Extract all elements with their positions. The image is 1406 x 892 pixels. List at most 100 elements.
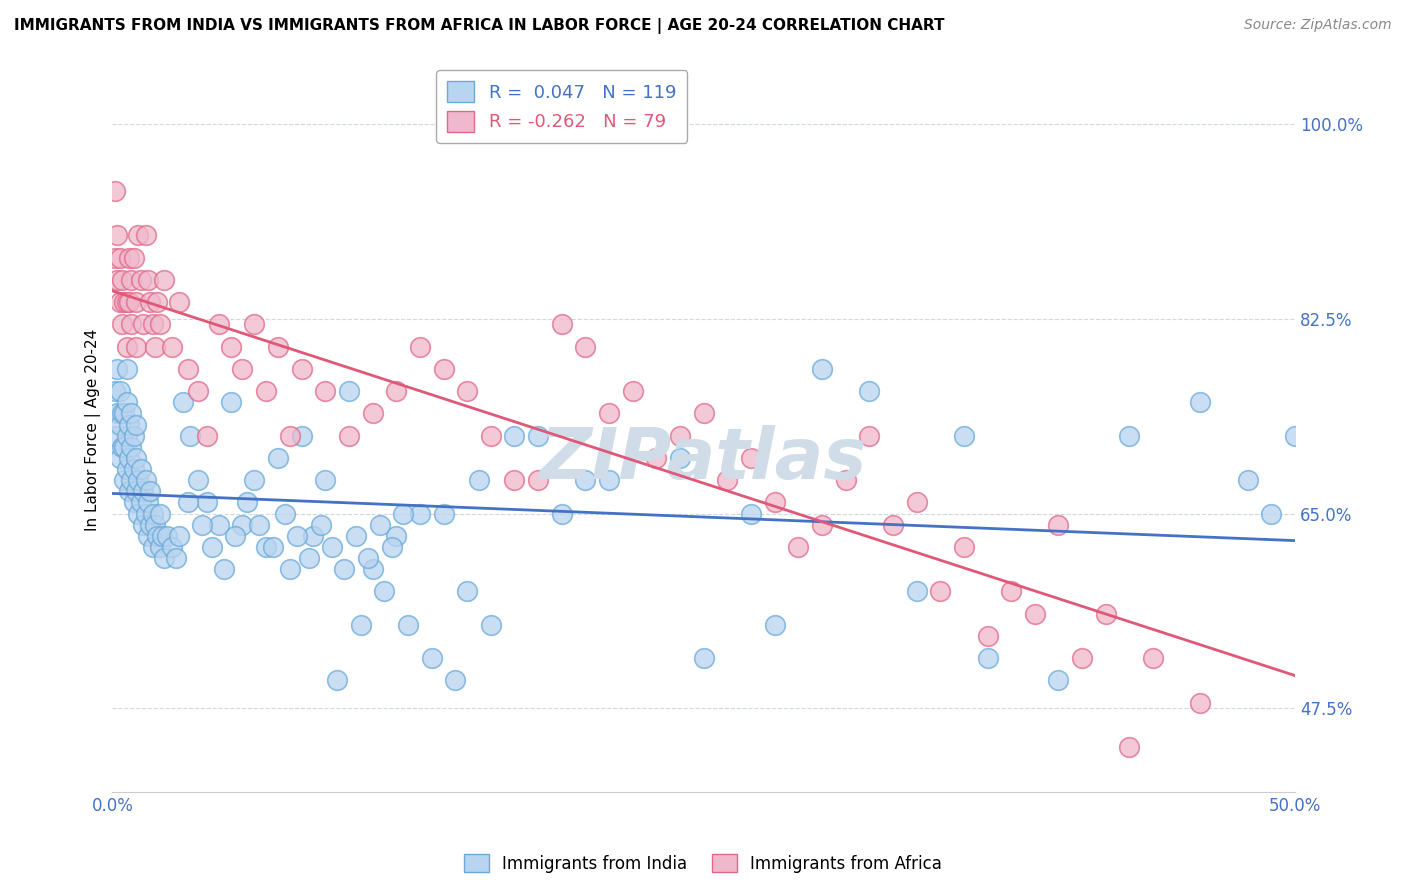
Point [1047,517,1070,532]
Point [120,273,142,287]
Point [139,484,162,499]
Point [108,251,131,265]
Point [953,428,976,442]
Point [195,495,218,509]
Point [219,340,242,354]
Point [298,551,321,566]
Point [1094,607,1116,621]
Point [1000,584,1022,599]
Point [357,551,380,566]
Point [740,450,762,465]
Point [278,562,301,576]
Point [135,507,157,521]
Point [120,318,142,332]
Legend: Immigrants from India, Immigrants from Africa: Immigrants from India, Immigrants from A… [457,847,949,880]
Point [167,529,190,543]
Point [243,318,266,332]
Point [104,428,127,442]
Point [231,362,253,376]
Point [129,495,152,509]
Point [1071,651,1094,665]
Point [1189,395,1212,409]
Point [125,484,148,499]
Point [120,440,142,454]
Point [160,540,183,554]
Point [858,384,880,399]
Point [669,428,692,442]
Point [693,651,716,665]
Point [136,273,159,287]
Point [385,529,408,543]
Point [574,340,596,354]
Point [105,406,128,420]
Point [373,584,395,599]
Point [108,450,131,465]
Point [420,651,443,665]
Point [350,617,373,632]
Point [150,529,173,543]
Point [716,473,738,487]
Point [551,507,574,521]
Point [105,362,128,376]
Point [1047,673,1070,688]
Point [976,651,998,665]
Point [321,540,343,554]
Point [380,540,402,554]
Point [337,428,360,442]
Point [125,295,148,310]
Point [1284,428,1306,442]
Point [503,428,526,442]
Text: Source: ZipAtlas.com: Source: ZipAtlas.com [1244,18,1392,32]
Point [105,228,128,243]
Point [142,540,165,554]
Point [598,473,620,487]
Point [763,495,786,509]
Point [179,428,201,442]
Point [598,406,620,420]
Point [396,617,419,632]
Point [195,428,218,442]
Point [693,406,716,420]
Point [122,462,145,476]
Point [326,673,349,688]
Point [976,629,998,643]
Point [392,507,415,521]
Point [1189,696,1212,710]
Point [118,484,141,499]
Point [122,428,145,442]
Point [118,417,141,432]
Point [127,473,149,487]
Point [361,406,384,420]
Point [143,340,166,354]
Point [120,473,142,487]
Point [149,318,172,332]
Point [409,507,432,521]
Point [115,428,138,442]
Point [156,529,179,543]
Point [254,540,277,554]
Point [262,540,284,554]
Point [115,395,138,409]
Point [153,551,176,566]
Point [105,273,128,287]
Point [274,507,297,521]
Point [111,318,134,332]
Point [125,340,148,354]
Point [1118,740,1140,755]
Y-axis label: In Labor Force | Age 20-24: In Labor Force | Age 20-24 [86,329,101,532]
Point [104,384,127,399]
Point [115,362,138,376]
Point [136,529,159,543]
Point [247,517,270,532]
Point [139,295,162,310]
Point [503,473,526,487]
Point [139,517,162,532]
Point [344,529,367,543]
Point [243,473,266,487]
Point [129,462,152,476]
Point [129,273,152,287]
Point [551,318,574,332]
Point [621,384,644,399]
Point [574,473,596,487]
Point [929,584,952,599]
